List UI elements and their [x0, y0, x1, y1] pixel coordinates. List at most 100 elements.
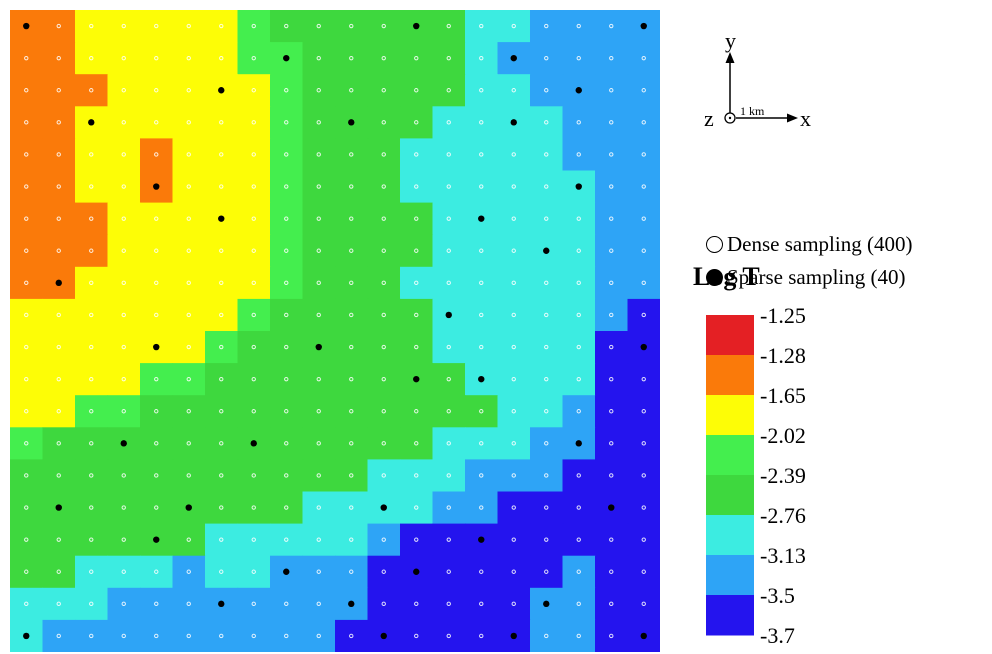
field-cell: [302, 234, 336, 268]
field-cell: [237, 10, 271, 43]
field-cell: [465, 74, 499, 107]
dense-sample-point: [349, 473, 354, 478]
dense-sample-point: [56, 120, 61, 125]
field-cell: [42, 138, 76, 172]
field-cell: [270, 74, 304, 107]
sparse-sample-point: [250, 440, 257, 447]
dense-sample-point: [316, 409, 321, 414]
field-cell: [75, 427, 109, 460]
dense-sample-point: [154, 120, 159, 125]
sparse-sample-point: [445, 311, 452, 319]
field-cell: [335, 363, 369, 396]
dense-sample-point: [154, 441, 159, 446]
field-cell: [237, 587, 271, 621]
dense-sample-point: [251, 473, 256, 478]
sparse-sample-point: [218, 215, 225, 222]
sparse-sample-point: [575, 440, 582, 447]
field-cell: [10, 555, 44, 589]
dense-sample-point: [609, 409, 614, 414]
field-cell: [335, 74, 369, 107]
dense-sample-point: [544, 88, 549, 93]
sparse-sample-point: [23, 632, 30, 640]
field-cell: [595, 202, 629, 236]
sparse-sample-point: [185, 504, 192, 511]
field-cell: [562, 619, 596, 652]
field-cell: [140, 363, 174, 396]
field-cells: [10, 10, 660, 652]
field-cell: [75, 491, 109, 525]
field-cell: [205, 395, 239, 428]
dense-sample-point: [154, 23, 159, 29]
field-cell: [595, 395, 629, 428]
field-cell: [530, 427, 564, 460]
dense-sample-point: [479, 601, 484, 607]
colorbar-level-label: -2.76: [760, 503, 806, 528]
field-cell: [75, 202, 109, 236]
field-cell: [302, 619, 336, 652]
dense-sample-point: [544, 376, 549, 382]
dense-sample-point: [349, 344, 354, 350]
sparse-sample-point: [153, 343, 160, 351]
field-cell: [595, 138, 629, 172]
field-cell: [595, 523, 629, 557]
dense-sample-point: [219, 473, 224, 478]
dense-sample-point: [316, 55, 321, 61]
sparse-sample-point: [608, 504, 615, 511]
dense-sample-point: [24, 505, 29, 510]
field-cell: [302, 587, 336, 621]
field-cell: [270, 138, 304, 172]
dense-sample-point: [544, 280, 549, 286]
dense-sample-point: [414, 88, 419, 93]
dense-sample-point: [56, 569, 61, 574]
dense-sample-point: [609, 344, 614, 350]
field-cell: [302, 74, 336, 107]
dense-sample-point: [414, 344, 419, 350]
dense-sample-point: [251, 537, 256, 542]
dense-sample-point: [121, 248, 126, 253]
sparse-sample-point: [88, 119, 95, 126]
dense-sample-point: [511, 376, 516, 382]
dense-sample-point: [576, 505, 581, 510]
field-cell: [205, 523, 239, 557]
field-cell: [367, 106, 401, 139]
field-cell: [205, 266, 239, 300]
field-cell: [140, 619, 174, 652]
field-cell: [172, 138, 206, 172]
field-cell: [595, 74, 629, 107]
dense-sample-point: [56, 409, 61, 414]
field-cell: [627, 234, 660, 268]
field-cell: [367, 331, 401, 364]
field-cell: [335, 266, 369, 300]
field-cell: [432, 395, 466, 428]
field-cell: [400, 138, 434, 172]
dense-sample-point: [349, 409, 354, 414]
dense-sample-point: [479, 409, 484, 414]
field-cell: [335, 523, 369, 557]
dense-sample-point: [284, 505, 289, 510]
dense-sample-point: [544, 569, 549, 574]
field-cell: [140, 266, 174, 300]
dense-sample-point: [446, 601, 451, 607]
field-cell: [627, 138, 660, 172]
dense-sample-point: [641, 280, 646, 286]
field-cell: [172, 427, 206, 460]
sparse-sample-point: [640, 22, 647, 30]
dense-sample-point: [284, 248, 289, 253]
field-cell: [237, 74, 271, 107]
dense-sample-point: [576, 280, 581, 286]
dense-sample-point: [381, 55, 386, 61]
dense-sample-point: [121, 473, 126, 478]
dense-sample-point: [316, 505, 321, 510]
dense-sample-point: [511, 409, 516, 414]
legend-sparse-sampling: Sparse sampling (40): [706, 265, 905, 289]
field-cell: [367, 10, 401, 43]
legend-dense-sampling: Dense sampling (400): [706, 232, 912, 256]
field-cell: [205, 459, 239, 493]
dense-sample-point: [89, 473, 94, 478]
sparse-sample-point: [218, 600, 225, 608]
field-cell: [75, 74, 109, 107]
dense-sample-point: [219, 376, 224, 382]
field-cell: [465, 266, 499, 300]
field-cell: [595, 234, 629, 268]
field-cell: [107, 42, 141, 75]
